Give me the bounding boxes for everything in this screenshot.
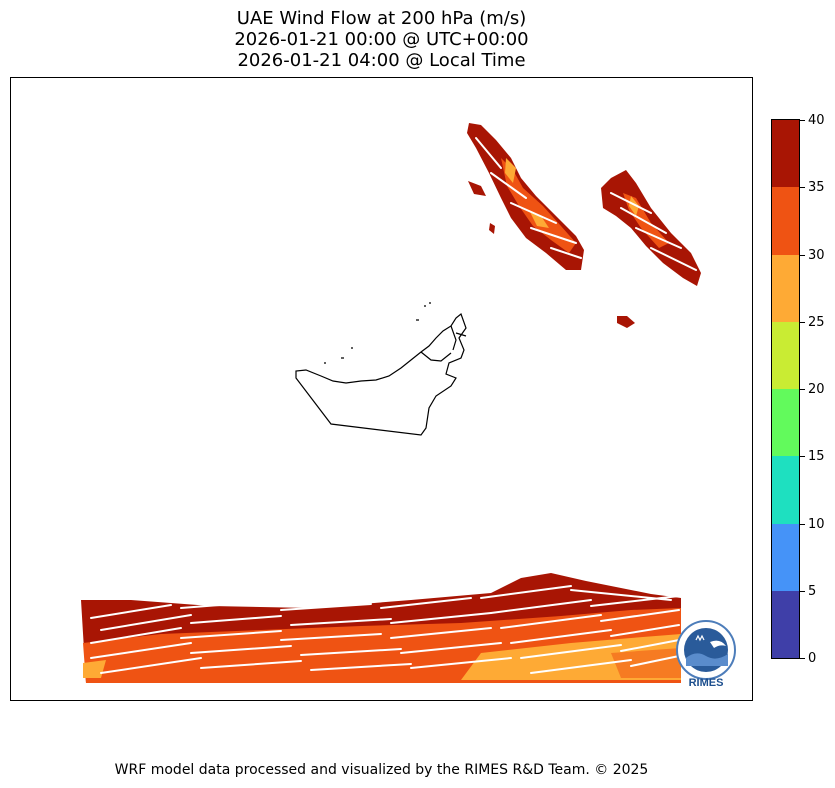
colorbar-tick-label: 35 (808, 180, 825, 196)
colorbar-tick (800, 321, 805, 323)
colorbar-tick (800, 187, 805, 189)
colorbar-tick (800, 254, 805, 256)
map-panel (10, 77, 753, 701)
colorbar-tick (800, 658, 805, 659)
wind-band-south (81, 573, 681, 683)
title-line-2: 2026-01-21 00:00 @ UTC+00:00 (234, 29, 529, 50)
colorbar-bin-0-5 (772, 590, 799, 658)
colorbar-tick (800, 590, 805, 592)
colorbar-bin-35-40 (772, 120, 799, 188)
logo-text: RIMES (689, 677, 724, 688)
wind-vectors (90, 137, 697, 674)
colorbar (771, 119, 800, 659)
colorbar-bin-30-35 (772, 187, 799, 255)
colorbar-tick-label: 10 (808, 516, 825, 532)
title-line-1: UAE Wind Flow at 200 hPa (m/s) (236, 8, 527, 29)
colorbar-tick-label: 25 (808, 314, 825, 330)
colorbar-tick (800, 120, 805, 121)
rimes-logo: RIMES (676, 618, 740, 689)
colorbar-tick (800, 389, 805, 390)
colorbar-tick-label: 0 (808, 651, 817, 666)
colorbar-bin-10-15 (772, 456, 799, 524)
colorbar-bin-25-30 (772, 254, 799, 322)
wind-map (81, 123, 701, 683)
uae-border (295, 302, 467, 436)
colorbar-tick-label: 40 (808, 113, 825, 128)
colorbar-tick-label: 20 (808, 382, 825, 397)
colorbar-bin-5-10 (772, 523, 799, 591)
rimes-logo-icon: RIMES (676, 620, 736, 689)
colorbar-tick (800, 456, 805, 458)
wind-streak-north-b (601, 170, 701, 328)
colorbar-bin-15-20 (772, 389, 799, 457)
title-line-3: 2026-01-21 04:00 @ Local Time (237, 50, 526, 71)
chart-title: UAE Wind Flow at 200 hPa (m/s) 2026-01-2… (0, 8, 763, 71)
colorbar-tick-label: 30 (808, 247, 825, 263)
colorbar-bin-20-25 (772, 321, 799, 389)
colorbar-tick-label: 15 (808, 449, 825, 465)
footer-credit: WRF model data processed and visualized … (114, 762, 649, 778)
colorbar-tick-label: 5 (808, 583, 817, 599)
colorbar-tick (800, 523, 805, 525)
